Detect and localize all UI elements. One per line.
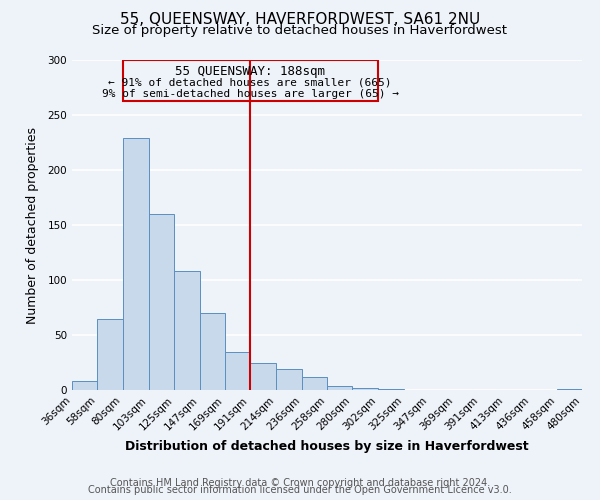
Text: 9% of semi-detached houses are larger (65) →: 9% of semi-detached houses are larger (6… — [101, 88, 398, 99]
X-axis label: Distribution of detached houses by size in Haverfordwest: Distribution of detached houses by size … — [125, 440, 529, 453]
Text: ← 91% of detached houses are smaller (665): ← 91% of detached houses are smaller (66… — [108, 78, 392, 88]
Bar — [302, 377, 327, 390]
Bar — [277, 369, 302, 390]
Text: Contains public sector information licensed under the Open Government Licence v3: Contains public sector information licen… — [88, 485, 512, 495]
Text: Size of property relative to detached houses in Haverfordwest: Size of property relative to detached ho… — [92, 24, 508, 37]
Bar — [250, 362, 277, 390]
Bar — [122, 138, 149, 390]
Bar — [352, 388, 377, 390]
Bar — [327, 386, 352, 390]
Bar — [199, 313, 225, 390]
Y-axis label: Number of detached properties: Number of detached properties — [26, 126, 39, 324]
Bar — [72, 381, 97, 390]
Bar — [149, 214, 174, 390]
Text: 55 QUEENSWAY: 188sqm: 55 QUEENSWAY: 188sqm — [175, 66, 325, 78]
Text: Contains HM Land Registry data © Crown copyright and database right 2024.: Contains HM Land Registry data © Crown c… — [110, 478, 490, 488]
Bar — [97, 318, 122, 390]
Bar — [557, 389, 582, 390]
Bar — [174, 271, 199, 390]
Text: 55, QUEENSWAY, HAVERFORDWEST, SA61 2NU: 55, QUEENSWAY, HAVERFORDWEST, SA61 2NU — [120, 12, 480, 28]
Bar — [225, 352, 250, 390]
Bar — [122, 60, 377, 100]
Bar — [377, 389, 404, 390]
